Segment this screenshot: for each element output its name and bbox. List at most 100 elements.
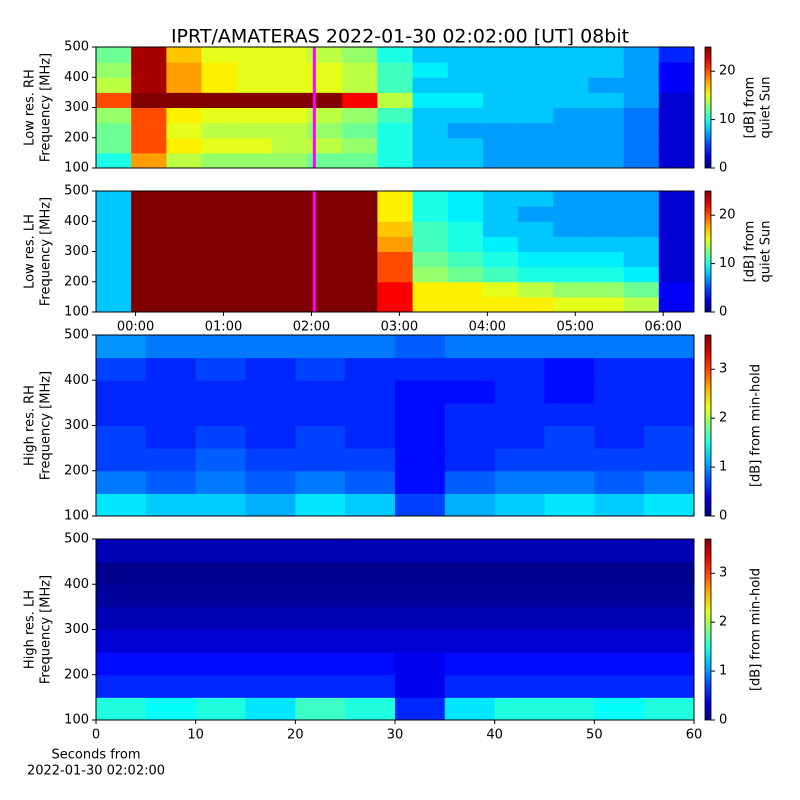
cell [377,251,414,268]
y-tick-label: 200 [64,463,89,478]
cell [412,206,449,222]
cell [482,62,519,78]
y-axis-label: Low res. RH [23,69,38,146]
cell [644,402,694,426]
cell [131,92,167,108]
colorbar-tick-label: 0 [719,509,727,524]
cell [658,137,694,154]
cell [166,296,203,312]
cell [588,236,625,252]
cell [345,652,396,676]
y-axis-label: Frequency [MHz] [39,371,54,480]
cell [236,266,273,283]
cell [412,137,449,154]
cell [395,606,446,630]
y-tick-label: 400 [64,70,89,85]
x-tick-label: 40 [486,728,503,743]
cell [236,47,273,63]
cell [96,47,132,63]
cell [594,561,645,585]
cell [594,402,645,426]
cell [96,561,147,585]
cell [245,493,296,516]
cell [482,236,519,252]
cell [623,152,660,168]
x-tick-label: 01:00 [205,320,242,335]
cell [131,281,167,298]
cell [145,539,197,563]
cell [236,137,273,154]
cell [342,137,378,154]
cell [236,107,273,124]
cell [544,652,595,676]
cell [588,122,625,139]
cell [295,425,346,449]
colorbar-tick-label: 2 [719,615,727,630]
cell [271,137,308,154]
cell [594,674,645,698]
cell [412,281,449,298]
cell [518,281,554,298]
cell [395,402,446,426]
cell [594,539,645,563]
cell [544,335,595,359]
cell [166,251,203,268]
cell [588,47,625,63]
cell [444,652,496,676]
cell [271,251,308,268]
cell [377,221,414,237]
cell [236,221,273,237]
x-tick-label: 20 [287,728,304,743]
cell [594,697,645,720]
cell [195,493,246,516]
cell [482,206,519,222]
cell [553,77,589,93]
cell [444,539,496,563]
cell [295,629,346,653]
cell [644,448,694,472]
cell [245,357,296,381]
cell [623,221,660,237]
cell [518,236,554,252]
cell [145,380,197,404]
cell [553,251,589,268]
cell [588,137,625,154]
cell [201,152,238,168]
cell [447,77,484,93]
cell [245,652,296,676]
cell [658,221,694,237]
cell [131,206,167,222]
cell [295,357,346,381]
cell [518,266,554,283]
colorbar-tick-label: 10 [719,112,736,127]
cell [447,236,484,252]
y-tick-label: 500 [64,328,89,343]
cell [482,191,519,207]
cell [307,152,343,168]
cell [271,152,308,168]
y-tick-label: 500 [64,40,89,55]
cell [166,137,203,154]
cell [447,206,484,222]
x-tick-label: 04:00 [469,320,506,335]
cell [166,107,203,124]
cell [623,77,660,93]
cell [131,221,167,237]
cell [377,152,414,168]
cell [145,357,197,381]
x-tick-label: 00:00 [117,320,154,335]
cell [245,606,296,630]
cell [195,470,246,494]
cell [236,92,273,108]
x-axis-label: Seconds from [51,748,140,763]
cell [377,77,414,93]
cell [342,296,378,312]
cell [494,380,545,404]
cell [377,92,414,108]
colorbar-tick-label: 0 [719,305,727,320]
cell [544,493,595,516]
cell [623,191,660,207]
cell [307,137,343,154]
cell [195,425,246,449]
